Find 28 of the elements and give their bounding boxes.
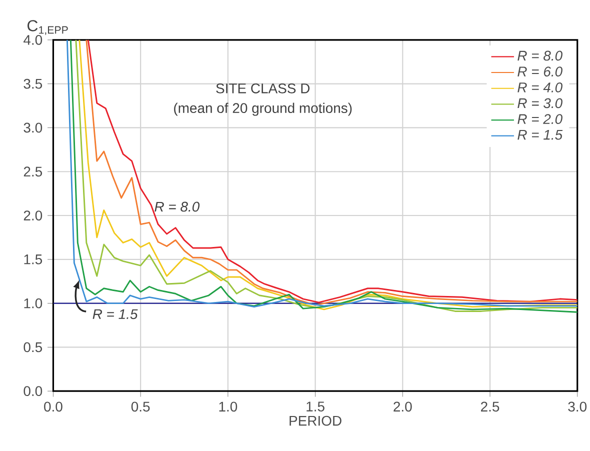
- x-tick-label: 1.5: [306, 402, 324, 412]
- annotation: (mean of 20 ground motions): [174, 102, 352, 116]
- y-tick-label: 0.5: [24, 342, 42, 352]
- legend-label: R = 8.0: [518, 50, 562, 61]
- x-tick-label: 3.0: [568, 402, 587, 412]
- annotation: R = 8.0: [154, 202, 200, 212]
- legend-label: R = 6.0: [518, 66, 562, 77]
- legend-label: R = 3.0: [518, 98, 562, 108]
- legend-label: R = 4.0: [518, 82, 562, 92]
- y-tick-label: 2.0: [24, 210, 42, 220]
- x-tick-label: 2.5: [481, 402, 500, 412]
- x-tick-label: 0.0: [44, 402, 62, 412]
- x-tick-label: 0.5: [131, 402, 150, 412]
- x-tick-label: 1.0: [219, 402, 238, 412]
- y-tick-label: 4.0: [24, 34, 42, 45]
- y-axis-title: C$_{1,EPP}$: [28, 20, 68, 35]
- y-tick-label: 3.5: [24, 78, 42, 89]
- annotation: SITE CLASS D: [216, 83, 310, 94]
- x-axis-title: PERIOD: [290, 416, 342, 426]
- y-tick-label: 1.0: [24, 298, 42, 308]
- y-tick-label: 3.0: [24, 122, 42, 133]
- y-tick-label: 2.5: [24, 166, 42, 177]
- legend-label: R = 1.5: [518, 130, 563, 140]
- y-tick-label: 0.0: [24, 386, 42, 396]
- annotation: R = 1.5: [92, 309, 138, 320]
- legend-label: R = 2.0: [518, 114, 562, 124]
- x-tick-label: 2.0: [394, 402, 412, 412]
- y-tick-label: 1.5: [24, 254, 42, 264]
